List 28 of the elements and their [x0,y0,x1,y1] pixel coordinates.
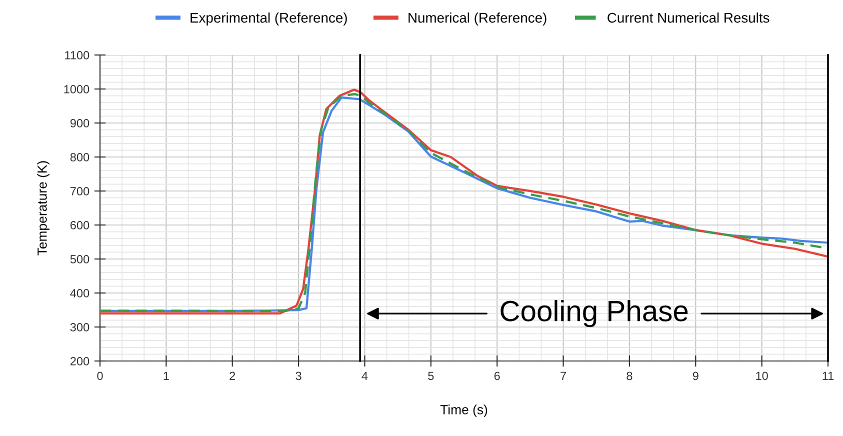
legend-label: Current Numerical Results [608,12,770,23]
y-tick-label: 600 [70,221,90,230]
y-tick-label: 1100 [65,51,90,60]
x-tick-label: 10 [756,372,768,380]
x-tick-label: 7 [560,372,566,380]
x-tick-label: 4 [362,372,368,380]
x-tick-label: 9 [692,372,698,380]
x-axis-title: Time (s) [440,404,488,417]
y-tick-label: 800 [70,153,90,162]
x-tick-label: 5 [428,372,434,380]
y-tick-label: 400 [70,289,90,298]
y-tick-label: 200 [70,357,90,366]
y-tick-label: 500 [70,255,90,264]
x-tick-label: 6 [494,372,500,380]
y-tick-label: 700 [70,187,90,196]
x-tick-label: 0 [97,372,103,380]
x-tick-label: 3 [296,372,302,380]
y-axis-title: Temperature (K) [37,161,50,256]
x-tick-label: 2 [230,372,236,380]
y-tick-label: 1000 [64,85,90,94]
x-tick-label: 1 [164,372,169,380]
x-tick-label: 11 [822,372,834,380]
legend-label: Numerical (Reference) [408,12,546,26]
x-tick-label: 8 [626,372,632,380]
y-tick-label: 900 [70,119,90,128]
legend-label: Experimental (Reference) [190,12,347,26]
y-tick-label: 300 [70,323,90,332]
annotation: Cooling Phase [500,300,688,328]
